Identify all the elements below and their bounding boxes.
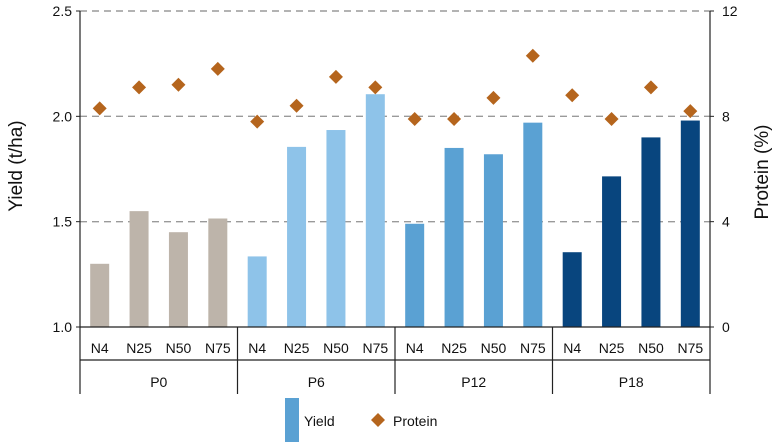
protein-markers xyxy=(92,48,698,129)
left-tick-label: 2.0 xyxy=(53,108,73,124)
x-group-label: P0 xyxy=(150,374,167,390)
protein-point xyxy=(683,104,698,119)
yield-bar xyxy=(641,137,661,327)
yield-bar xyxy=(326,130,346,327)
x-subcategory-label: N75 xyxy=(205,340,231,356)
yield-bar xyxy=(483,154,503,327)
yield-bar xyxy=(90,263,110,327)
y-axis-label: Yield (t/ha) xyxy=(6,120,27,211)
right-tick-label: 12 xyxy=(722,3,738,19)
right-axis-ticks: 0 4 8 12 xyxy=(722,3,738,335)
yield-bar xyxy=(562,252,582,327)
x-subcategory-label: N4 xyxy=(91,340,109,356)
yield-bar xyxy=(523,122,543,327)
yield-bar xyxy=(365,94,385,327)
protein-point xyxy=(565,88,580,103)
x-subcategory-label: N50 xyxy=(166,340,192,356)
yield-bar xyxy=(444,147,464,327)
yield-bars xyxy=(90,94,700,328)
protein-point xyxy=(250,114,265,129)
legend-swatch-yield xyxy=(285,398,299,442)
protein-point xyxy=(486,90,501,105)
protein-point xyxy=(447,111,462,126)
yield-bar xyxy=(405,223,425,327)
x-group-labels: P0 P6 P12 P18 xyxy=(150,374,644,390)
x-subcategory-label: N75 xyxy=(520,340,546,356)
left-axis-ticks: 1.0 1.5 2.0 2.5 xyxy=(53,3,73,335)
left-tick-label: 1.0 xyxy=(53,319,73,335)
protein-point xyxy=(368,80,383,95)
right-tick-label: 8 xyxy=(722,108,730,124)
x-group-label: P12 xyxy=(461,374,486,390)
x-subcategory-label: N25 xyxy=(599,340,625,356)
x-subcategory-label: N25 xyxy=(441,340,467,356)
protein-point xyxy=(210,61,225,76)
yield-bar xyxy=(168,232,188,327)
x-subcategory-label: N4 xyxy=(406,340,424,356)
x-subcategory-label: N25 xyxy=(284,340,310,356)
y2-axis-label: Protein (%) xyxy=(752,124,773,219)
x-subcategory-labels: N4 N25 N50 N75 N4 N25 N50 N75 N4 N25 N50 N75 N4 N25 N5… xyxy=(91,340,704,356)
x-subcategory-label: N25 xyxy=(126,340,152,356)
x-subcategory-label: N75 xyxy=(677,340,703,356)
x-group-label: P6 xyxy=(308,374,325,390)
legend-label-yield: Yield xyxy=(304,413,335,429)
protein-point xyxy=(92,101,107,116)
yield-bar xyxy=(129,211,149,327)
right-tick-label: 0 xyxy=(722,319,730,335)
protein-point xyxy=(132,80,147,95)
legend: Yield Protein xyxy=(285,398,437,442)
left-tick-label: 2.5 xyxy=(53,3,73,19)
left-tick-label: 1.5 xyxy=(53,214,73,230)
protein-point xyxy=(643,80,658,95)
yield-bar xyxy=(287,146,307,327)
legend-swatch-protein xyxy=(371,413,385,427)
protein-point xyxy=(328,69,343,84)
yield-bar xyxy=(208,218,228,327)
x-subcategory-label: N4 xyxy=(563,340,581,356)
protein-point xyxy=(171,77,186,92)
x-group-label: P18 xyxy=(619,374,644,390)
protein-point xyxy=(604,111,619,126)
x-subcategory-label: N50 xyxy=(638,340,664,356)
gridlines xyxy=(80,10,710,223)
yield-bar xyxy=(247,256,267,327)
legend-label-protein: Protein xyxy=(393,413,437,429)
protein-point xyxy=(407,111,422,126)
protein-point xyxy=(289,98,304,113)
x-subcategory-label: N75 xyxy=(362,340,388,356)
x-subcategory-label: N4 xyxy=(248,340,266,356)
right-tick-label: 4 xyxy=(722,214,730,230)
x-subcategory-label: N50 xyxy=(323,340,349,356)
yield-bar xyxy=(680,120,700,328)
yield-bar xyxy=(602,176,622,327)
protein-point xyxy=(525,48,540,63)
x-subcategory-label: N50 xyxy=(481,340,507,356)
axes xyxy=(76,10,714,394)
